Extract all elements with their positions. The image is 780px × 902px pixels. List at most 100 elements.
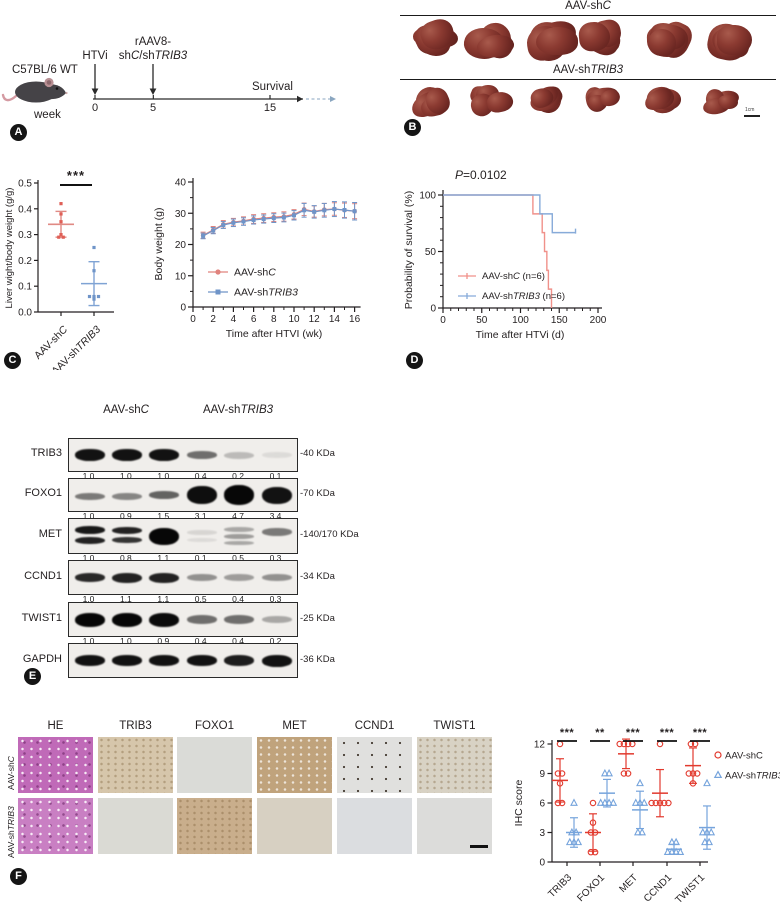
timeline-tick-5: 5 [149,102,157,114]
svg-text:100: 100 [419,191,436,202]
blot-header-shc: AAV-shC [103,404,149,416]
series-AAV-shC [48,202,74,239]
blot-ratio: 0.8 [119,553,132,563]
raav8-label-line1: rAAV8- [134,36,172,48]
svg-text:4: 4 [231,314,237,325]
blot-band [111,449,142,461]
svg-text:14: 14 [329,314,341,325]
body-weight-chart: 0 10 20 30 40 0 2 4 6 8 10 12 14 16 Body weight (g) Tim… [153,178,361,340]
svg-text:100: 100 [512,315,529,326]
blot-ratio: 0.9 [119,511,132,521]
svg-text:***: *** [693,727,708,739]
timeline-tick-15: 15 [263,102,277,114]
ihc-column-header: MET [282,720,307,732]
blot-band [186,529,217,535]
svg-text:TWIST1: TWIST1 [673,872,707,902]
svg-text:**: ** [595,727,605,739]
series-AAV-shTRIB3 [81,245,107,307]
survival-chart: 0 50 100 0 50 100 150 200 Probability of surviva… [403,190,607,341]
svg-text:AAV-shC (n=6): AAV-shC (n=6) [482,271,545,282]
svg-text:0: 0 [430,304,436,315]
blot-band [224,541,255,545]
series-AAV-shTRIB3 [200,201,358,240]
svg-text:3: 3 [539,828,545,839]
svg-text:40: 40 [175,178,187,189]
blot-ratio: 1.1 [157,594,170,604]
blot-box-foxo1 [68,478,298,512]
panel-label-c: C [4,352,21,369]
ihc-column-header: CCND1 [354,720,395,732]
panel-label-b: B [404,119,421,136]
ihc-score-chart: 0 3 6 9 12 IHC score TRIB3 FOXO1 MET CCND1 TWIST1 *… [513,727,780,902]
timeline-tick-0: 0 [91,102,99,114]
blot-ratio: 1.0 [82,636,95,646]
ihc-image-foxo1-row2 [177,798,252,854]
blot-band [74,526,105,534]
svg-text:20: 20 [175,240,187,251]
blot-ratio: 0.9 [157,636,170,646]
ihc-row-label-shc: AAV-shC [6,756,16,790]
tumor-lobe [535,27,578,56]
ihc-image-he-row1 [18,737,93,793]
svg-text:0.1: 0.1 [18,282,32,293]
mouse-icon [1,77,68,103]
blot-kda-label: -34 KDa [300,570,335,582]
blot-ratio: 0.2 [269,636,282,646]
ihc-image-trib3-row1 [98,737,173,793]
blot-kda-label: -40 KDa [300,448,335,459]
ihc-image-ccnd1-row1 [337,737,412,793]
ihc-image-foxo1-row1 [177,737,252,793]
blot-ratio: 1.0 [119,636,132,646]
svg-text:***: *** [626,727,641,739]
ihc-image-he-row2 [18,798,93,854]
svg-text:IHC score: IHC score [513,780,525,827]
survival-label: Survival [252,81,293,93]
svg-text:Probability of survival (%): Probability of survival (%) [403,191,415,309]
svg-text:9: 9 [539,769,545,780]
svg-text:AAV-shC: AAV-shC [725,751,763,762]
blot-protein-label: TRIB3 [30,447,62,459]
ihc-image-ccnd1-row2 [337,798,412,854]
tumor-image [404,15,464,61]
blot-band [186,486,217,504]
significance: *** [60,168,92,186]
ihc-column-header: TWIST1 [433,720,476,732]
ihc-row-label-shtrib3: AAV-shTRIB3 [6,806,16,858]
tumor-group2-header: AAV-shTRIB3 [552,64,624,76]
axes: 0 10 20 30 40 0 2 4 6 8 10 12 14 16 Body weight (g) Tim… [153,178,361,340]
blot-ratio: 0.2 [232,471,244,481]
blot-band [224,533,255,539]
blot-band [111,655,142,666]
svg-text:2: 2 [210,314,216,325]
series-AAV-shC (n=6) [443,194,553,308]
blot-kda-label: -36 KDa [300,653,335,665]
panel-label-a: A [10,124,27,141]
blot-band [74,655,105,666]
axes: 0 3 6 9 12 IHC score TRIB3 FOXO1 MET CCND1 TWIST1 [513,740,708,902]
blot-band [224,526,255,532]
ihc-image-met-row1 [257,737,332,793]
blot-ratio: 4.7 [232,511,244,521]
blot-band [261,616,292,623]
blot-kda-label: -70 KDa [300,488,335,499]
significance: *** ** *** *** *** [557,727,710,742]
scale-bar-label: 1cm [745,107,755,113]
divider-group1 [400,15,776,16]
blot-band [186,451,217,459]
blot-band [224,655,255,666]
ihc-scale-bar [470,845,488,848]
svg-text:0.5: 0.5 [18,179,32,190]
p-value: P=0.0102 [455,168,507,182]
tumor-image [584,85,630,117]
ihc-column-header: HE [47,720,64,732]
blot-band [186,615,217,624]
series-AAV-shTRIB3 (n=6) [443,194,577,234]
blot-ratio: 0.3 [269,553,282,563]
svg-text:0: 0 [440,315,446,326]
svg-text:0.2: 0.2 [18,256,32,267]
blot-ratio: 0.4 [194,636,207,646]
svg-text:16: 16 [349,314,361,325]
svg-text:FOXO1: FOXO1 [575,872,607,902]
